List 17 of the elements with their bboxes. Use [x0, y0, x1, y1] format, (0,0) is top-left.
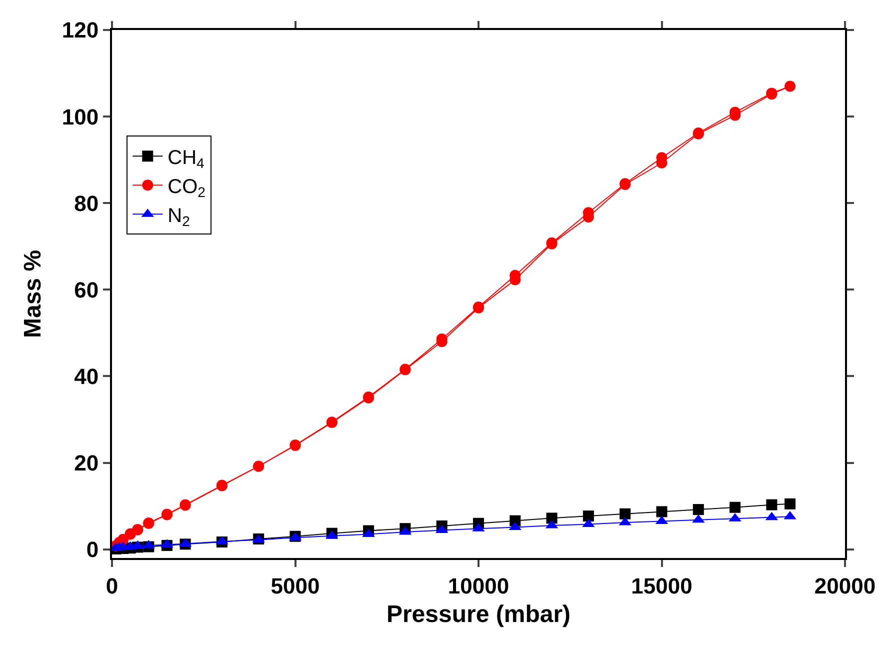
legend-label: CH$_{4}$	[168, 146, 205, 172]
y-tick-label: 80	[74, 190, 99, 216]
x-tick-label: 5000	[270, 573, 320, 598]
x-tick-label: 0	[106, 573, 118, 598]
y-axis-title: Mass %	[19, 250, 46, 338]
x-axis-title: Pressure (mbar)	[386, 601, 571, 628]
y-tick-label: 20	[74, 450, 99, 476]
y-tick-label: 40	[74, 364, 99, 389]
y-tick-label: 120	[62, 18, 99, 43]
y-tick-label: 0	[86, 537, 99, 562]
y-tick-label: 60	[74, 277, 99, 302]
x-tick-label: 20000	[814, 573, 876, 598]
legend-label: N$_{2}$	[168, 204, 190, 230]
y-tick-label: 100	[62, 104, 99, 130]
x-tick-label: 10000	[448, 573, 510, 598]
legend-label: CO$_{2}$	[168, 176, 206, 200]
x-tick-label: 15000	[631, 573, 692, 598]
